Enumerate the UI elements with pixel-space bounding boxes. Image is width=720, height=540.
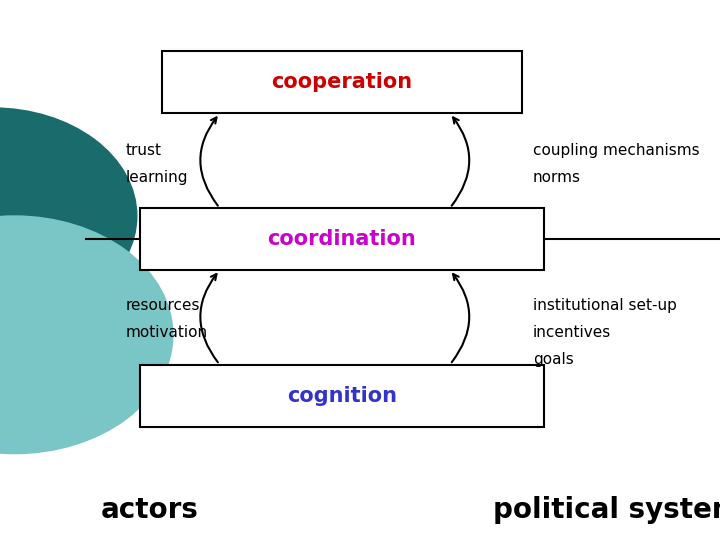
Text: incentives: incentives — [533, 325, 611, 340]
Text: institutional set-up: institutional set-up — [533, 298, 677, 313]
Text: coupling mechanisms: coupling mechanisms — [533, 143, 699, 158]
Text: actors: actors — [101, 496, 199, 524]
FancyBboxPatch shape — [140, 208, 544, 270]
Text: goals: goals — [533, 352, 574, 367]
Text: cooperation: cooperation — [271, 72, 413, 92]
Text: learning: learning — [126, 170, 189, 185]
FancyBboxPatch shape — [140, 364, 544, 427]
Text: coordination: coordination — [268, 229, 416, 249]
Circle shape — [0, 108, 137, 324]
Text: cognition: cognition — [287, 386, 397, 406]
Text: political system: political system — [493, 496, 720, 524]
Text: trust: trust — [126, 143, 162, 158]
Circle shape — [0, 216, 173, 454]
Text: resources: resources — [126, 298, 200, 313]
FancyBboxPatch shape — [162, 51, 522, 113]
Text: motivation: motivation — [126, 325, 208, 340]
Text: norms: norms — [533, 170, 581, 185]
